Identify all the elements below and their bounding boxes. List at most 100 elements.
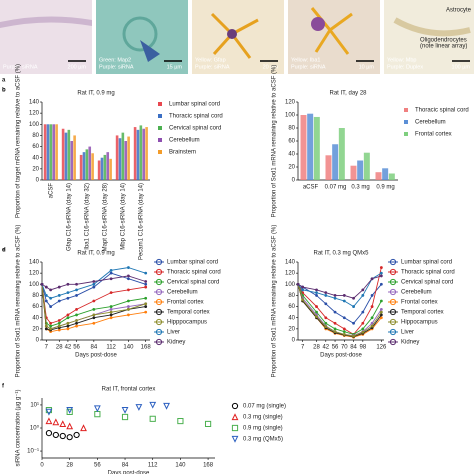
- bar: [382, 168, 389, 180]
- point: [315, 310, 318, 314]
- x-tick-label: 140: [123, 345, 134, 351]
- y-tick-label: 0: [292, 178, 296, 184]
- point: [109, 307, 113, 311]
- bar: [61, 128, 65, 180]
- series-line: [41, 284, 146, 331]
- point: [126, 299, 130, 303]
- tissue: [0, 16, 92, 28]
- scale-label: 10 µm: [359, 64, 375, 70]
- image-caption: Yellow: Gfap: [195, 57, 226, 63]
- y-tick-label: 100: [29, 122, 40, 128]
- y-tick-label: 80: [288, 293, 295, 299]
- cell: [227, 29, 237, 39]
- image-caption: Purple: siRNA: [3, 64, 38, 70]
- point: [370, 294, 374, 297]
- legend-label: Thoracic spinal cord: [415, 108, 469, 114]
- image-caption: Purple: siRNA: [99, 64, 134, 70]
- point: [57, 299, 61, 303]
- point: [126, 288, 130, 292]
- point: [75, 324, 78, 328]
- point: [66, 316, 70, 320]
- point: [75, 282, 78, 286]
- y-tick-label: 40: [288, 315, 295, 321]
- y-tick-label: 10⁻¹: [27, 449, 39, 455]
- x-tick-label: 28: [313, 345, 320, 351]
- bar: [43, 124, 47, 180]
- point: [379, 266, 383, 269]
- y-axis-label: siRNA concentration (µg g⁻¹): [16, 390, 22, 467]
- point: [149, 401, 157, 409]
- point: [324, 321, 328, 325]
- bar: [109, 158, 112, 180]
- x-tick-label: Pecam1 C16-siRNA (day 14): [139, 183, 145, 260]
- bar: [82, 152, 86, 180]
- y-tick-label: 80: [32, 293, 39, 299]
- point: [75, 307, 78, 311]
- scale-label: 15 µm: [167, 64, 183, 70]
- legend-label: Thoracic spinal cord: [401, 270, 455, 276]
- point: [94, 411, 101, 418]
- point: [352, 305, 355, 308]
- x-tick-label: Mapt C16-siRNA (day 28): [103, 183, 109, 251]
- annotation: Astrocyte: [446, 8, 472, 14]
- legend-marker: [155, 268, 163, 276]
- point: [361, 330, 365, 334]
- x-tick-label: 7: [45, 345, 49, 351]
- y-tick-label: 140: [285, 260, 296, 266]
- y-tick-label: 80: [32, 133, 39, 139]
- series-line: [297, 272, 382, 308]
- point: [92, 321, 96, 325]
- point: [333, 310, 337, 314]
- x-tick-label: 0.9 mg: [376, 185, 394, 191]
- bar: [100, 157, 104, 180]
- bar: [139, 125, 143, 180]
- x-tick-label: 140: [175, 463, 186, 469]
- x-tick-label: 7: [301, 345, 305, 351]
- bar: [136, 129, 140, 180]
- point: [333, 294, 337, 297]
- point: [66, 434, 73, 441]
- chart-title: Rat IT, frontal cortex: [102, 387, 156, 393]
- point: [92, 285, 96, 289]
- legend-label: Frontal cortex: [167, 300, 204, 306]
- point: [324, 316, 328, 320]
- bar: [91, 153, 94, 180]
- y-tick-label: 0: [36, 178, 40, 184]
- bar: [55, 124, 58, 180]
- bar: [300, 115, 307, 180]
- y-axis-label: Proportion of Sod1 mRNA remaining relati…: [16, 225, 22, 378]
- point: [92, 280, 96, 283]
- x-tick-label: 56: [332, 345, 339, 351]
- point: [49, 305, 53, 308]
- legend-swatch: [404, 108, 408, 112]
- legend-label: Cerebellum: [401, 290, 432, 296]
- x-tick-label: Gfap C16-siRNA (day 14): [67, 183, 73, 251]
- point: [45, 417, 53, 425]
- series-line: [297, 267, 382, 336]
- point: [379, 310, 383, 314]
- image-caption: Green: Map2: [99, 57, 131, 63]
- legend-marker: [155, 278, 163, 286]
- series-line: [41, 284, 146, 324]
- x-tick-label: 112: [148, 463, 158, 469]
- point: [379, 282, 383, 286]
- series-line: [41, 284, 146, 333]
- legend-label: Brainstem: [169, 150, 196, 156]
- point: [121, 406, 129, 414]
- x-tick-label: 56: [73, 345, 80, 351]
- y-tick-label: 20: [288, 326, 295, 332]
- legend-swatch: [404, 132, 408, 136]
- point: [92, 299, 96, 303]
- chart-title: Rat IT, 0.9 mg: [77, 91, 114, 97]
- legend-label: Liver: [167, 330, 180, 336]
- bar: [118, 138, 122, 180]
- y-tick-label: 10¹: [30, 403, 39, 409]
- y-tick-label: 40: [32, 315, 39, 321]
- point: [66, 321, 70, 325]
- point: [315, 288, 318, 292]
- y-tick-label: 100: [285, 282, 296, 288]
- legend-label: Hipppocampus: [167, 320, 207, 326]
- series-line: [41, 284, 146, 330]
- point: [44, 299, 48, 303]
- bar: [338, 128, 345, 180]
